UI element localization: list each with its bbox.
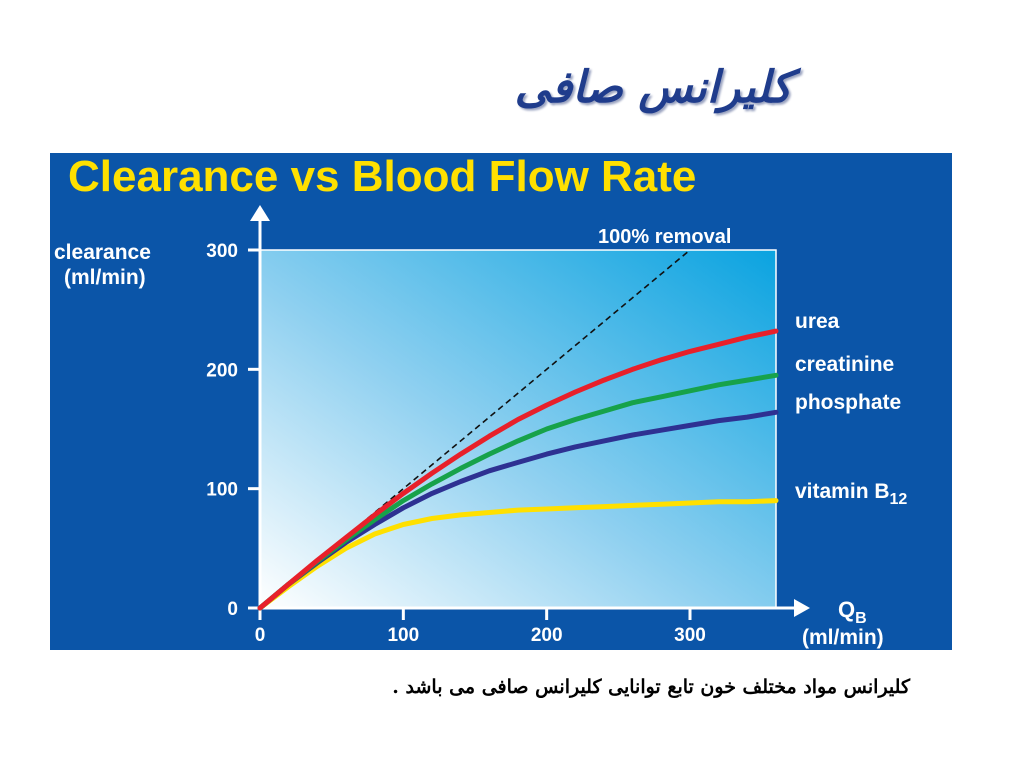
- y-tick-label: 300: [206, 241, 238, 262]
- x-axis-unit: (ml/min): [802, 626, 884, 649]
- series-label-vitamin_b12: vitamin B12: [795, 480, 907, 508]
- y-tick-label: 0: [227, 599, 238, 620]
- series-line-urea: [257, 328, 779, 611]
- y-tick-label: 200: [206, 360, 238, 381]
- series-label-urea: urea: [795, 310, 840, 333]
- chart-panel: Clearance vs Blood Flow Rate 0 100 200 300 0…: [50, 153, 952, 650]
- x-tick-label: 0: [255, 625, 266, 646]
- series-label-creatinine: creatinine: [795, 353, 894, 376]
- series-line-vitamin_b12: [257, 498, 779, 611]
- reference-line-label: 100% removal: [598, 226, 731, 248]
- y-axis-unit: (ml/min): [64, 266, 146, 289]
- slide-title: کلیرانس صافی: [514, 62, 792, 113]
- x-tick-label: 200: [531, 625, 563, 646]
- series-label-phosphate: phosphate: [795, 391, 901, 414]
- clearance-chart: Clearance vs Blood Flow Rate 0 100 200 300 0…: [54, 153, 907, 649]
- y-axis-arrow-icon: [250, 205, 270, 221]
- y-tick-label: 100: [206, 480, 238, 501]
- x-tick-label: 100: [387, 625, 419, 646]
- y-axis-label: clearance: [54, 241, 151, 264]
- x-axis-label: QB: [838, 597, 867, 627]
- x-axis-arrow-icon: [794, 599, 810, 617]
- x-tick-label: 300: [674, 625, 706, 646]
- slide-caption: کلیرانس مواد مختلف خون تابع توانایی کلیر…: [392, 676, 910, 698]
- chart-title: Clearance vs Blood Flow Rate: [68, 153, 696, 201]
